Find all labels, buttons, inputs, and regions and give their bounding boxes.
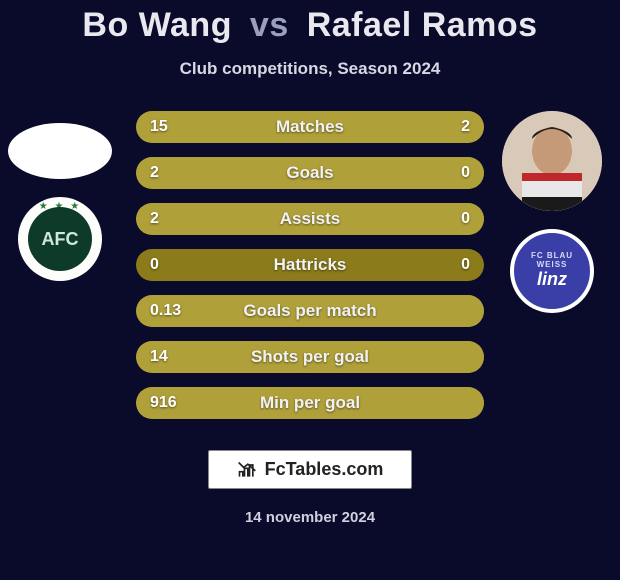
stat-bar: 15Matches2 xyxy=(136,111,484,143)
avatar-photo-icon xyxy=(502,111,602,211)
stat-bar: 2Assists0 xyxy=(136,203,484,235)
stats-bars: 15Matches22Goals02Assists00Hattricks00.1… xyxy=(136,111,484,419)
footer: FcTables.com 14 november 2024 xyxy=(0,450,620,526)
stat-value-left: 14 xyxy=(136,348,200,366)
player2-club-badge: FC BLAU WEISS linz xyxy=(510,229,594,313)
left-column: ★ ★ ★ AFC xyxy=(0,111,120,281)
stat-value-right: 0 xyxy=(420,164,484,182)
vs-text: vs xyxy=(250,6,289,44)
brand-text: FcTables.com xyxy=(265,459,384,480)
stat-label: Shots per goal xyxy=(200,347,420,367)
stat-bar: 2Goals0 xyxy=(136,157,484,189)
right-column: FC BLAU WEISS linz xyxy=(492,111,612,313)
stat-label: Assists xyxy=(200,209,420,229)
club2-curve-text: FC BLAU WEISS xyxy=(514,252,590,270)
stat-label: Hattricks xyxy=(200,255,420,275)
club1-text: AFC xyxy=(28,207,92,271)
player2-name: Rafael Ramos xyxy=(307,6,538,44)
brand-badge[interactable]: FcTables.com xyxy=(208,450,413,489)
stat-label: Matches xyxy=(200,117,420,137)
comparison-title: Bo Wang vs Rafael Ramos xyxy=(0,0,620,45)
stat-bar: 916Min per goal xyxy=(136,387,484,419)
stat-label: Goals xyxy=(200,163,420,183)
club2-main-text: linz xyxy=(514,270,590,290)
stat-value-left: 916 xyxy=(136,394,200,412)
stat-bar: 14Shots per goal xyxy=(136,341,484,373)
chart-icon xyxy=(237,460,257,480)
player2-avatar xyxy=(502,111,602,211)
player1-name: Bo Wang xyxy=(82,6,232,44)
player1-avatar xyxy=(8,123,112,179)
stat-value-right: 2 xyxy=(420,118,484,136)
stat-value-left: 0 xyxy=(136,256,200,274)
stat-value-right: 0 xyxy=(420,256,484,274)
stat-value-left: 0.13 xyxy=(136,302,200,320)
subtitle: Club competitions, Season 2024 xyxy=(0,59,620,79)
stat-value-left: 2 xyxy=(136,164,200,182)
stat-value-right: 0 xyxy=(420,210,484,228)
stat-value-left: 2 xyxy=(136,210,200,228)
stat-label: Min per goal xyxy=(200,393,420,413)
player1-club-badge: ★ ★ ★ AFC xyxy=(18,197,102,281)
footer-date: 14 november 2024 xyxy=(245,509,375,526)
main-area: ★ ★ ★ AFC FC BLAU WEISS linz 15Matches22… xyxy=(0,111,620,451)
stat-value-left: 15 xyxy=(136,118,200,136)
stat-label: Goals per match xyxy=(200,301,420,321)
stat-bar: 0.13Goals per match xyxy=(136,295,484,327)
stat-bar: 0Hattricks0 xyxy=(136,249,484,281)
